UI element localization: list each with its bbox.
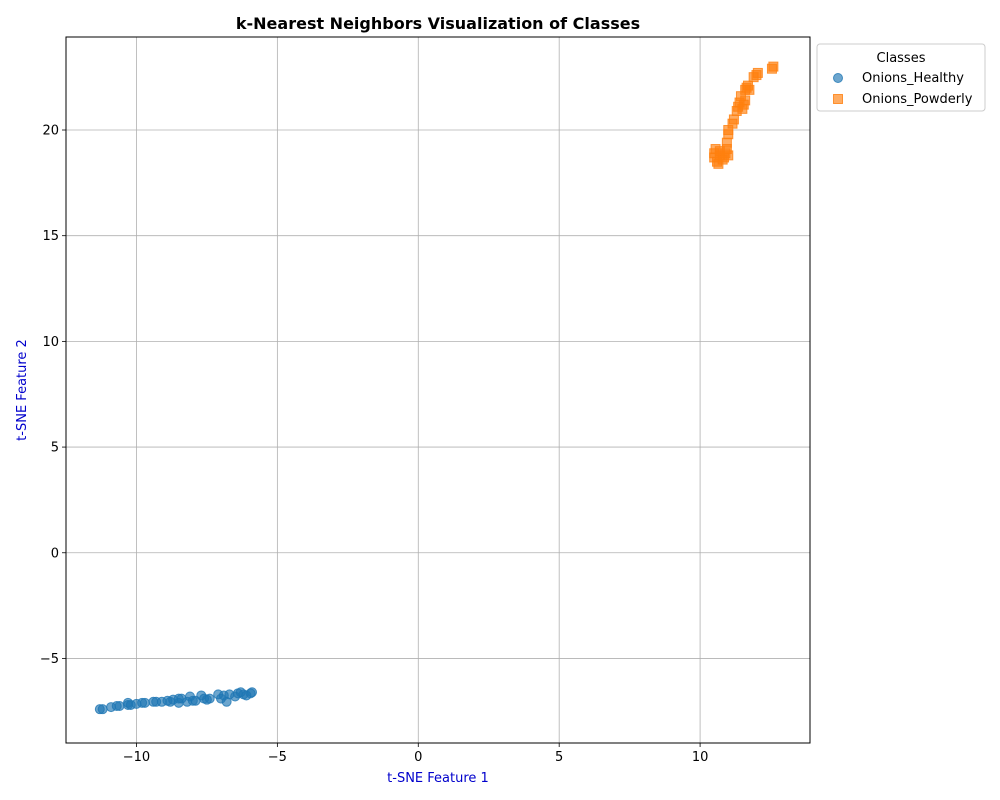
chart-title: k-Nearest Neighbors Visualization of Cla… [236, 14, 640, 33]
legend-title: Classes [877, 51, 926, 66]
legend-marker-healthy [833, 73, 843, 83]
legend-label-powderly: Onions_Powderly [862, 92, 973, 107]
y-tick-label: 10 [42, 335, 59, 350]
x-tick-label: −10 [123, 750, 150, 765]
point-onions-powderly [740, 95, 751, 106]
grid-lines [66, 37, 810, 743]
legend-box [816, 43, 986, 112]
y-tick-label: 15 [42, 229, 59, 244]
point-onions-powderly [744, 84, 755, 95]
axis-ticks: −10 −5 0 5 10 −5 0 5 10 15 20 [40, 124, 709, 765]
point-onions-powderly [752, 67, 763, 78]
plot-frame [65, 36, 811, 744]
x-axis-label: t-SNE Feature 1 [387, 771, 489, 786]
point-onions-powderly [768, 61, 779, 72]
point-onions-healthy [114, 701, 125, 712]
legend-marker-powderly [833, 94, 843, 104]
y-tick-label: 5 [51, 441, 59, 456]
legend-label-healthy: Onions_Healthy [862, 71, 964, 86]
point-onions-healthy [204, 693, 215, 704]
y-tick-label: −5 [40, 652, 59, 667]
x-tick-label: −5 [268, 750, 287, 765]
point-onions-powderly [721, 137, 732, 148]
point-onions-powderly [723, 150, 734, 161]
data-points [94, 61, 779, 715]
point-onions-healthy [139, 697, 150, 708]
point-onions-healthy [97, 704, 108, 715]
y-tick-label: 0 [51, 546, 59, 561]
y-tick-label: 20 [42, 124, 59, 139]
x-tick-label: 0 [414, 750, 422, 765]
legend: Classes Onions_Healthy Onions_Powderly [816, 43, 986, 112]
point-onions-powderly [728, 114, 739, 125]
point-onions-healthy [247, 687, 257, 698]
x-tick-label: 5 [555, 750, 563, 765]
x-tick-label: 10 [692, 750, 709, 765]
y-axis-label: t-SNE Feature 2 [15, 339, 30, 441]
